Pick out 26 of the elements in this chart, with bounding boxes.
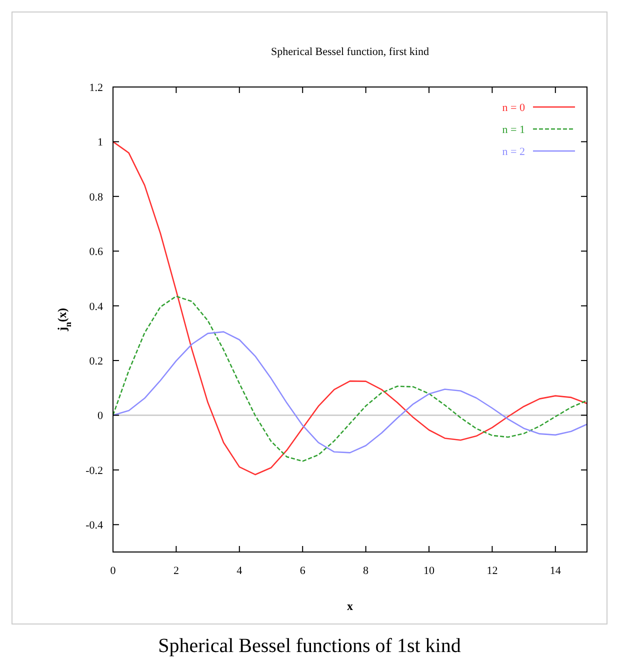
line-series (112, 331, 588, 454)
x-tick-label: 8 (363, 565, 370, 577)
y-tick-label: 0.2 (89, 356, 103, 368)
x-tick-label: 12 (486, 565, 498, 577)
y-tick-label: 1 (98, 136, 103, 149)
text: Spherical Bessel functions of 1st kind (158, 635, 461, 657)
y-tick-label: 0 (98, 410, 104, 422)
x-tick-label: 10 (424, 565, 435, 577)
chart-title: Spherical Bessel function, first kind (271, 46, 430, 58)
x-tick-label: 4 (236, 565, 243, 577)
x-tick-label: 14 (550, 565, 562, 577)
x-tick-label: 6 (300, 565, 306, 577)
legend-label: n = 1 (502, 124, 525, 136)
y-tick-label: -0.2 (86, 464, 103, 477)
x-tick-label: 0 (110, 565, 116, 577)
legend-label: n = 2 (502, 146, 525, 158)
y-tick-label: 1.2 (89, 82, 103, 94)
y-tick-label: -0.4 (86, 520, 104, 532)
legend-label: n = 0 (502, 102, 526, 114)
x-axis-title: x (347, 599, 353, 613)
x-tick-label: 2 (173, 565, 179, 577)
y-tick-label: 0.8 (89, 191, 104, 204)
y-tick-label: 0.4 (89, 300, 104, 313)
line-series (112, 296, 588, 462)
y-tick-label: 0.6 (89, 246, 104, 258)
line-series (112, 141, 588, 476)
